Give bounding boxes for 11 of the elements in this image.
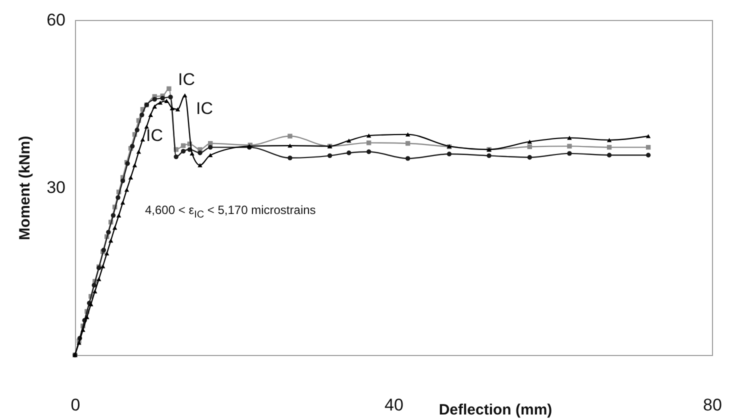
x-tick-label: 40	[384, 396, 404, 414]
y-axis-title: Moment (kNm)	[16, 136, 34, 240]
annotation: IC	[196, 99, 213, 119]
y-tick-label: 60	[46, 10, 66, 30]
x-tick-label: 0	[70, 396, 80, 414]
annotation: IC	[146, 126, 163, 146]
x-axis-title: Deflection (mm)	[438, 402, 552, 418]
x-tick-label: 80	[703, 396, 722, 414]
annotation: 4,600 < ε$_{IC}$ < 5,170 microstrains	[145, 203, 316, 220]
annotation: IC	[178, 70, 195, 90]
y-tick-label: 30	[46, 178, 66, 197]
